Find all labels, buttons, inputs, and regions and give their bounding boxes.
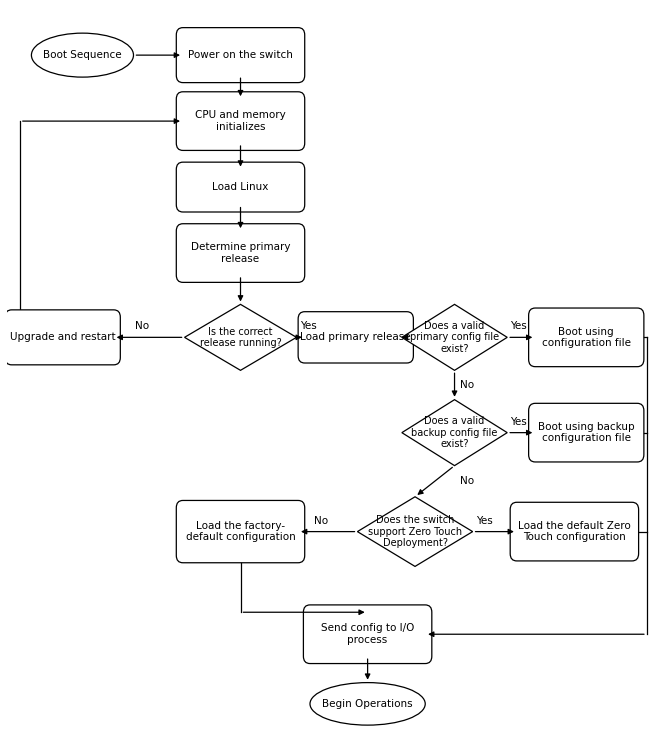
Polygon shape <box>402 304 507 370</box>
Text: Boot Sequence: Boot Sequence <box>43 50 122 60</box>
Text: No: No <box>314 515 328 526</box>
FancyBboxPatch shape <box>176 162 304 212</box>
Ellipse shape <box>32 33 134 77</box>
Text: Does the switch
support Zero Touch
Deployment?: Does the switch support Zero Touch Deplo… <box>368 515 462 548</box>
FancyBboxPatch shape <box>303 605 432 663</box>
Ellipse shape <box>310 683 425 725</box>
FancyBboxPatch shape <box>5 310 120 365</box>
FancyBboxPatch shape <box>529 403 644 462</box>
Text: Upgrade and restart: Upgrade and restart <box>10 332 116 343</box>
Text: Boot using backup
configuration file: Boot using backup configuration file <box>538 422 634 444</box>
Text: Determine primary
release: Determine primary release <box>191 242 290 264</box>
Text: Boot using
configuration file: Boot using configuration file <box>542 327 631 348</box>
Text: Load primary release: Load primary release <box>300 332 411 343</box>
FancyBboxPatch shape <box>510 503 638 561</box>
Text: Yes: Yes <box>476 515 493 526</box>
Text: Is the correct
release running?: Is the correct release running? <box>200 327 282 348</box>
FancyBboxPatch shape <box>176 500 304 562</box>
Text: Yes: Yes <box>300 322 317 331</box>
Polygon shape <box>402 399 507 465</box>
FancyBboxPatch shape <box>176 92 304 150</box>
FancyBboxPatch shape <box>298 312 413 363</box>
FancyBboxPatch shape <box>529 308 644 367</box>
Polygon shape <box>185 304 296 370</box>
Text: CPU and memory
initializes: CPU and memory initializes <box>195 110 286 132</box>
Text: Yes: Yes <box>511 417 528 426</box>
Text: Power on the switch: Power on the switch <box>188 50 293 60</box>
Text: No: No <box>460 476 474 486</box>
Text: No: No <box>136 322 150 331</box>
Text: Begin Operations: Begin Operations <box>323 699 413 709</box>
Polygon shape <box>358 497 472 566</box>
Text: No: No <box>460 380 474 390</box>
Text: Load Linux: Load Linux <box>212 182 269 192</box>
Text: Does a valid
primary config file
exist?: Does a valid primary config file exist? <box>410 321 499 354</box>
Text: Load the factory-
default configuration: Load the factory- default configuration <box>185 521 296 542</box>
Text: Yes: Yes <box>511 322 528 331</box>
FancyBboxPatch shape <box>176 224 304 283</box>
Text: Does a valid
backup config file
exist?: Does a valid backup config file exist? <box>411 416 498 450</box>
Text: Send config to I/O
process: Send config to I/O process <box>321 623 415 645</box>
Text: Load the default Zero
Touch configuration: Load the default Zero Touch configuratio… <box>518 521 631 542</box>
FancyBboxPatch shape <box>176 28 304 82</box>
